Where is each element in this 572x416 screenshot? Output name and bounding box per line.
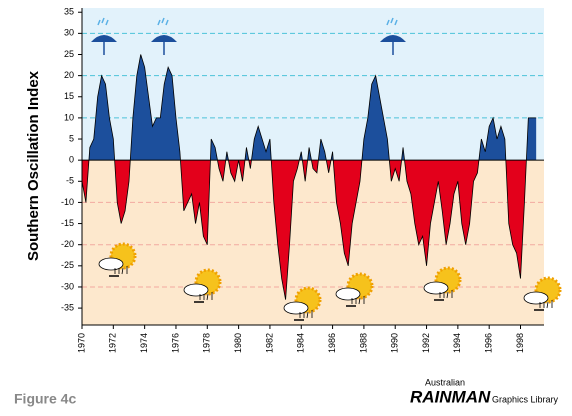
y-tick-label: -5 [66, 176, 74, 186]
x-tick-label: 1994 [452, 333, 462, 353]
y-tick-label: -15 [61, 218, 74, 228]
y-tick-label: 35 [64, 7, 74, 17]
x-tick-label: 1984 [296, 333, 306, 353]
x-tick-label: 1970 [76, 333, 86, 353]
chart: 35 30 25 20 15 10 5 0 -5 -10 -15 -20 -25 -30 -35 1970 19… [0, 0, 572, 411]
x-tick-label: 1996 [484, 333, 494, 353]
x-tick-label: 1986 [327, 333, 337, 353]
y-tick-label: 30 [64, 28, 74, 38]
x-tick-label: 1992 [421, 333, 431, 353]
sheep [524, 292, 548, 304]
x-tick-label: 1990 [390, 333, 400, 353]
y-tick-label: -20 [61, 239, 74, 249]
x-tick-label: 1974 [139, 333, 149, 353]
sheep [99, 258, 123, 270]
x-tick-label: 1998 [515, 333, 525, 353]
logo-main: RAINMAN [410, 387, 491, 406]
x-tick-label: 1976 [170, 333, 180, 353]
logo-top: Australian [425, 377, 465, 387]
logo-side: Graphics Library [492, 394, 559, 404]
y-tick-label: 15 [64, 91, 74, 101]
y-tick-label: 10 [64, 112, 74, 122]
x-tick-label: 1982 [264, 333, 274, 353]
y-tick-label: -10 [61, 197, 74, 207]
y-tick-label: 25 [64, 49, 74, 59]
x-tick-label: 1978 [202, 333, 212, 353]
y-tick-label: -35 [61, 302, 74, 312]
y-tick-label: 0 [69, 155, 74, 165]
y-tick-label: -25 [61, 260, 74, 270]
caption: Figure 4c [14, 391, 76, 407]
y-tick-label: -30 [61, 281, 74, 291]
x-tick-label: 1980 [233, 333, 243, 353]
x-tick-label: 1988 [358, 333, 368, 353]
y-axis-label: Southern Oscillation Index [25, 70, 42, 261]
y-tick-label: 5 [69, 133, 74, 143]
x-tick-label: 1972 [108, 333, 118, 353]
y-tick-label: 20 [64, 70, 74, 80]
